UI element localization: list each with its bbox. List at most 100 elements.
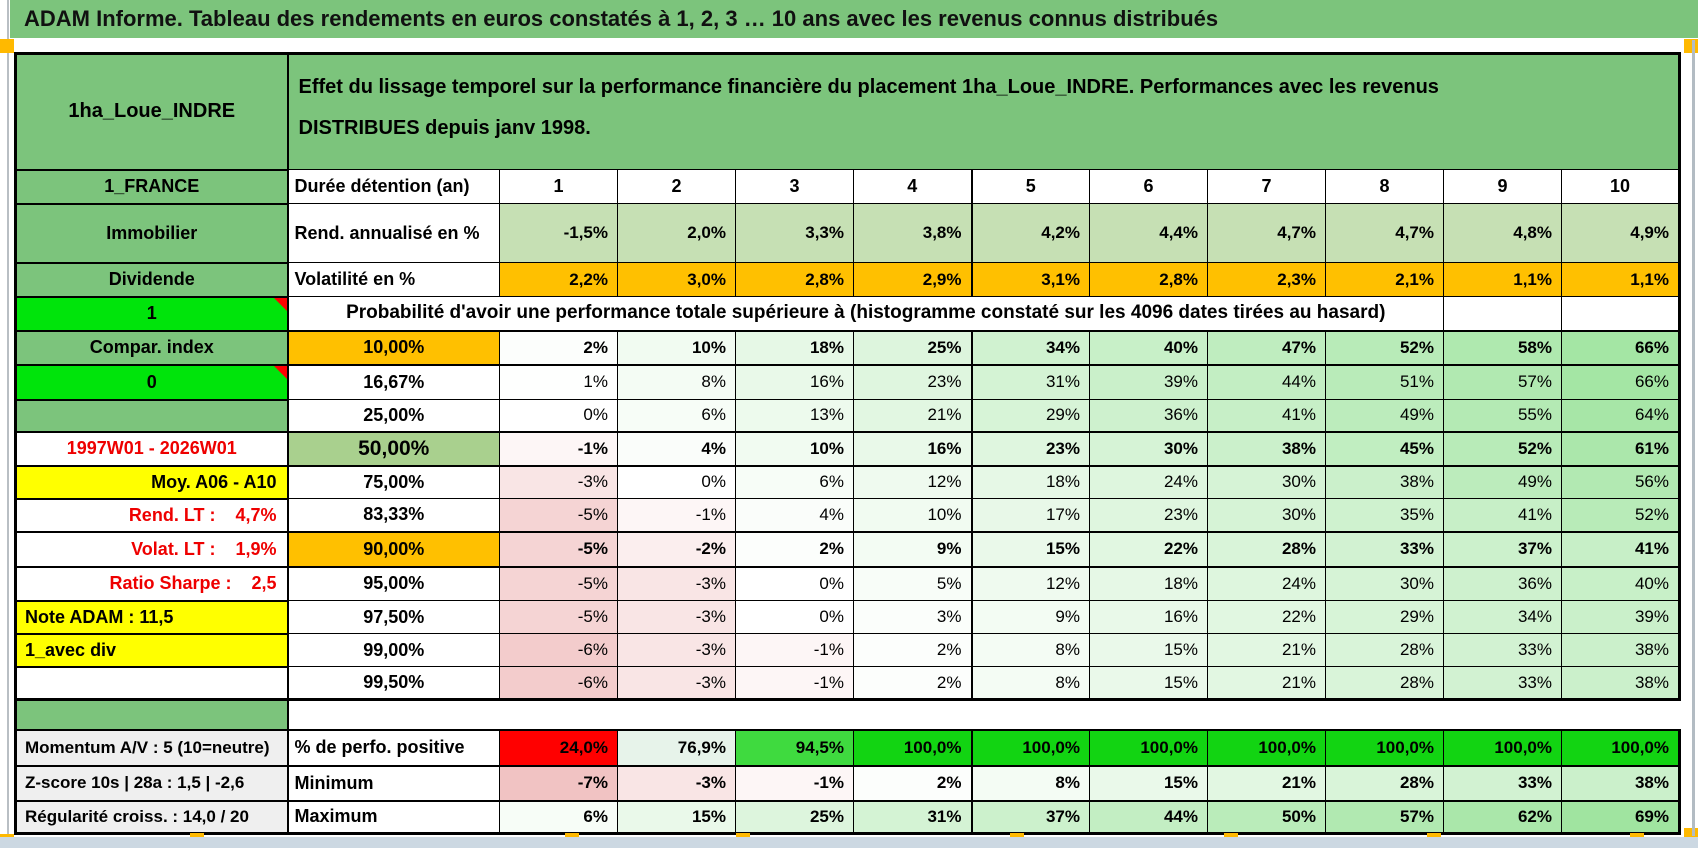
prob-cell-99,00%-y2[interactable]: -3% xyxy=(617,633,736,667)
stat-cell-3[interactable]: 2,8% xyxy=(735,262,854,297)
year-column-10[interactable]: 10 xyxy=(1561,169,1681,204)
percentile-label-16,67%[interactable]: 16,67% xyxy=(287,364,500,400)
prob-cell-75,00%-y5[interactable]: 18% xyxy=(970,465,1090,499)
prob-cell-83,33%-y7[interactable]: 30% xyxy=(1207,498,1326,532)
stat-cell-8[interactable]: 2,1% xyxy=(1325,262,1444,297)
stat-cell-4[interactable]: 2,9% xyxy=(853,262,972,297)
prob-cell-97,50%-y6[interactable]: 16% xyxy=(1089,600,1208,634)
prob-cell-25,00%-y5[interactable]: 29% xyxy=(970,399,1090,432)
footer-cell-2[interactable]: -3% xyxy=(617,764,736,801)
prob-cell-16,67%-y10[interactable]: 66% xyxy=(1561,364,1681,400)
footer-cell-4[interactable]: 100,0% xyxy=(853,728,972,767)
prob-cell-16,67%-y3[interactable]: 16% xyxy=(735,364,854,400)
prob-cell-25,00%-y3[interactable]: 13% xyxy=(735,399,854,432)
row-header-indicator-2[interactable]: Régularité croiss. : 14,0 / 20 xyxy=(14,799,289,835)
prob-cell-97,50%-y4[interactable]: 3% xyxy=(853,600,972,634)
footer-cell-10[interactable]: 69% xyxy=(1561,799,1681,835)
year-column-7[interactable]: 7 xyxy=(1207,169,1326,204)
footer-cell-1[interactable]: -7% xyxy=(499,764,618,801)
footer-cell-8[interactable]: 100,0% xyxy=(1325,728,1444,767)
prob-cell-95,00%-y7[interactable]: 24% xyxy=(1207,566,1326,601)
duration-label-cell[interactable]: Durée détention (an) xyxy=(287,169,500,204)
scrollbar-track[interactable] xyxy=(1692,40,1695,836)
stat-label-cell[interactable]: Rend. annualisé en % xyxy=(287,203,500,263)
footer-cell-2[interactable]: 15% xyxy=(617,799,736,835)
prob-cell-83,33%-y2[interactable]: -1% xyxy=(617,498,736,532)
footer-cell-5[interactable]: 37% xyxy=(970,799,1090,835)
placement-name-cell[interactable]: 1ha_Loue_INDRE xyxy=(14,52,289,171)
stat-cell-5[interactable]: 3,1% xyxy=(970,262,1090,297)
prob-cell-99,50%-y1[interactable]: -6% xyxy=(499,666,618,701)
prob-cell-75,00%-y4[interactable]: 12% xyxy=(853,465,972,499)
footer-label-cell[interactable]: % de perfo. positive xyxy=(287,728,500,767)
prob-cell-25,00%-y9[interactable]: 55% xyxy=(1443,399,1562,432)
prob-cell-83,33%-y9[interactable]: 41% xyxy=(1443,498,1562,532)
prob-cell-99,50%-y3[interactable]: -1% xyxy=(735,666,854,701)
stat-cell-6[interactable]: 4,4% xyxy=(1089,203,1208,263)
prob-cell-25,00%-y10[interactable]: 64% xyxy=(1561,399,1681,432)
prob-cell-90,00%-y9[interactable]: 37% xyxy=(1443,530,1562,568)
stat-cell-2[interactable]: 3,0% xyxy=(617,262,736,297)
prob-cell-75,00%-y10[interactable]: 56% xyxy=(1561,465,1681,499)
prob-cell-99,50%-y5[interactable]: 8% xyxy=(970,666,1090,701)
percentile-label-75,00%[interactable]: 75,00% xyxy=(287,465,500,499)
prob-cell-83,33%-y4[interactable]: 10% xyxy=(853,498,972,532)
footer-cell-3[interactable]: -1% xyxy=(735,764,854,801)
prob-cell-99,50%-y8[interactable]: 28% xyxy=(1325,666,1444,701)
prob-cell-95,00%-y3[interactable]: 0% xyxy=(735,566,854,601)
row-header-left-0[interactable]: Compar. index xyxy=(14,329,289,366)
stat-cell-1[interactable]: 2,2% xyxy=(499,262,618,297)
stat-cell-7[interactable]: 2,3% xyxy=(1207,262,1326,297)
footer-cell-8[interactable]: 57% xyxy=(1325,799,1444,835)
year-column-9[interactable]: 9 xyxy=(1443,169,1562,204)
prob-cell-83,33%-y1[interactable]: -5% xyxy=(499,498,618,532)
prob-cell-75,00%-y3[interactable]: 6% xyxy=(735,465,854,499)
prob-cell-99,00%-y4[interactable]: 2% xyxy=(853,633,972,667)
row-header-left-6[interactable]: Volat. LT : 1,9% xyxy=(14,530,289,568)
prob-cell-90,00%-y6[interactable]: 22% xyxy=(1089,530,1208,568)
prob-cell-75,00%-y8[interactable]: 38% xyxy=(1325,465,1444,499)
footer-cell-9[interactable]: 62% xyxy=(1443,799,1562,835)
prob-cell-99,50%-y4[interactable]: 2% xyxy=(853,666,972,701)
prob-cell-50,00%-y5[interactable]: 23% xyxy=(970,430,1090,467)
prob-cell-16,67%-y9[interactable]: 57% xyxy=(1443,364,1562,400)
stat-cell-1[interactable]: -1,5% xyxy=(499,203,618,263)
year-column-4[interactable]: 4 xyxy=(853,169,972,204)
prob-cell-95,00%-y1[interactable]: -5% xyxy=(499,566,618,601)
empty-cell[interactable] xyxy=(1443,296,1562,331)
prob-cell-25,00%-y2[interactable]: 6% xyxy=(617,399,736,432)
prob-cell-90,00%-y10[interactable]: 41% xyxy=(1561,530,1681,568)
prob-cell-50,00%-y4[interactable]: 16% xyxy=(853,430,972,467)
footer-cell-9[interactable]: 100,0% xyxy=(1443,728,1562,767)
percentile-label-99,00%[interactable]: 99,00% xyxy=(287,633,500,667)
prob-cell-83,33%-y5[interactable]: 17% xyxy=(970,498,1090,532)
year-column-5[interactable]: 5 xyxy=(970,169,1090,204)
prob-cell-95,00%-y4[interactable]: 5% xyxy=(853,566,972,601)
prob-cell-97,50%-y2[interactable]: -3% xyxy=(617,600,736,634)
stat-label-cell[interactable]: Volatilité en % xyxy=(287,262,500,297)
prob-cell-16,67%-y6[interactable]: 39% xyxy=(1089,364,1208,400)
stat-cell-2[interactable]: 2,0% xyxy=(617,203,736,263)
prob-cell-97,50%-y9[interactable]: 34% xyxy=(1443,600,1562,634)
prob-cell-10,00%-y7[interactable]: 47% xyxy=(1207,329,1326,366)
stat-cell-10[interactable]: 4,9% xyxy=(1561,203,1681,263)
prob-cell-83,33%-y8[interactable]: 35% xyxy=(1325,498,1444,532)
prob-cell-97,50%-y8[interactable]: 29% xyxy=(1325,600,1444,634)
prob-cell-90,00%-y8[interactable]: 33% xyxy=(1325,530,1444,568)
footer-cell-3[interactable]: 25% xyxy=(735,799,854,835)
prob-cell-83,33%-y6[interactable]: 23% xyxy=(1089,498,1208,532)
percentile-label-90,00%[interactable]: 90,00% xyxy=(287,530,500,568)
row-header-left-7[interactable]: Ratio Sharpe : 2,5 xyxy=(14,565,289,602)
footer-cell-6[interactable]: 100,0% xyxy=(1089,728,1208,767)
row-header-left-2[interactable] xyxy=(14,398,289,433)
footer-cell-1[interactable]: 6% xyxy=(499,799,618,835)
prob-cell-99,00%-y1[interactable]: -6% xyxy=(499,633,618,667)
prob-cell-99,00%-y5[interactable]: 8% xyxy=(970,633,1090,667)
prob-cell-10,00%-y8[interactable]: 52% xyxy=(1325,329,1444,366)
prob-cell-10,00%-y6[interactable]: 40% xyxy=(1089,329,1208,366)
prob-cell-10,00%-y10[interactable]: 66% xyxy=(1561,329,1681,366)
year-column-8[interactable]: 8 xyxy=(1325,169,1444,204)
row-header-left-8[interactable]: Note ADAM : 11,5 xyxy=(14,599,289,635)
stat-cell-7[interactable]: 4,7% xyxy=(1207,203,1326,263)
stat-cell-10[interactable]: 1,1% xyxy=(1561,262,1681,297)
